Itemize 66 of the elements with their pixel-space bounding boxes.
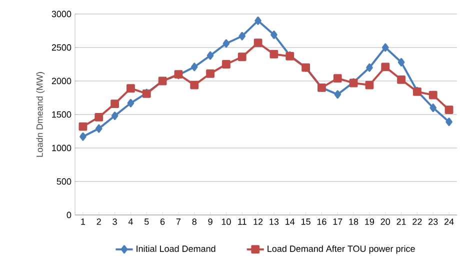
- x-tick-label: 4: [128, 218, 133, 225]
- x-tick-label: 21: [396, 218, 406, 225]
- y-tick-label: 500: [56, 178, 72, 185]
- point: [444, 106, 454, 114]
- point: [428, 90, 438, 100]
- point: [126, 84, 135, 93]
- x-tick-label: 7: [176, 218, 181, 225]
- point: [238, 32, 246, 40]
- x-tick-label: 11: [238, 218, 246, 225]
- point: [366, 63, 373, 72]
- point: [430, 104, 437, 112]
- point: [270, 30, 278, 39]
- x-tick-label: 14: [286, 218, 295, 225]
- y-tick-label: 2000: [52, 78, 72, 84]
- x-tick-label: 19: [365, 218, 374, 225]
- y-axis-title: Loadn Dmeand (MW): [36, 72, 45, 157]
- point: [381, 62, 390, 72]
- x-tick-label: 16: [317, 218, 326, 225]
- x-tick-label: 18: [349, 218, 358, 225]
- point: [334, 90, 342, 99]
- x-tick-label: 6: [160, 218, 165, 225]
- point: [95, 124, 102, 133]
- point: [446, 118, 452, 126]
- point: [127, 98, 134, 108]
- point: [94, 112, 104, 122]
- x-tick-label: 15: [301, 218, 310, 225]
- point: [382, 43, 389, 52]
- y-tick-label: 3000: [52, 10, 72, 18]
- x-tick-label: 17: [333, 218, 342, 225]
- y-tick-label: 1000: [52, 144, 72, 152]
- x-tick-label: 5: [144, 218, 149, 225]
- x-tick-label: 8: [192, 218, 196, 225]
- x-tick-label: 10: [222, 218, 231, 225]
- point: [238, 52, 246, 62]
- x-tick-label: 12: [254, 218, 263, 225]
- point: [397, 75, 406, 84]
- x-tick-label: 24: [444, 218, 454, 225]
- point: [222, 39, 230, 48]
- point: [270, 50, 278, 58]
- point: [190, 80, 199, 90]
- point: [206, 51, 214, 60]
- y-tick-label: 2500: [52, 44, 72, 51]
- point: [206, 69, 214, 78]
- point: [80, 132, 86, 141]
- point: [110, 100, 119, 108]
- y-tick-label: 1500: [52, 111, 72, 118]
- x-tick-label: 22: [412, 218, 422, 225]
- point: [333, 74, 342, 83]
- x-tick-label: 23: [428, 218, 438, 225]
- x-tick-label: 20: [380, 218, 390, 225]
- point: [254, 16, 262, 25]
- point: [254, 38, 262, 48]
- x-tick-label: 13: [270, 218, 279, 225]
- legend-label: Load Demand After TOU power price: [268, 245, 415, 254]
- x-tick-label: 3: [112, 218, 117, 225]
- point: [398, 58, 405, 66]
- point: [111, 112, 118, 120]
- point: [78, 122, 88, 131]
- legend-label: Initial Load Demand: [136, 245, 216, 252]
- x-tick-label: 9: [208, 218, 212, 225]
- y-tick-label: 0: [66, 212, 72, 218]
- point: [222, 60, 230, 68]
- point: [190, 62, 198, 72]
- point: [365, 80, 374, 90]
- x-tick-label: 1: [81, 218, 86, 225]
- x-tick-label: 2: [96, 218, 101, 225]
